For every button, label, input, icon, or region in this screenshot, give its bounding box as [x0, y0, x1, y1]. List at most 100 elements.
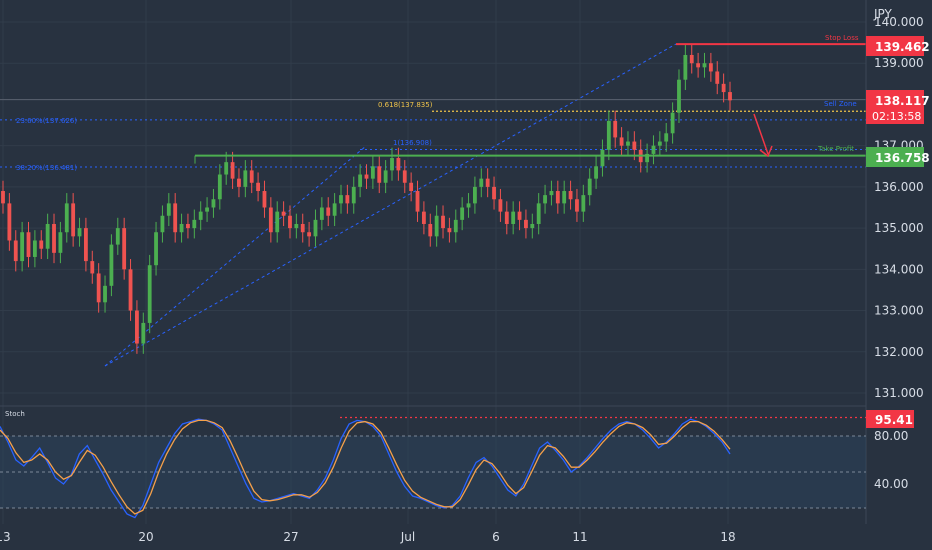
candle-body	[205, 207, 209, 212]
candle-body	[109, 244, 114, 286]
candle-body	[147, 265, 152, 323]
stoch-value-tag-text: 95.41	[875, 413, 913, 427]
candle-body	[645, 153, 650, 163]
candle-body	[179, 223, 184, 233]
stoch-y-tick: 40.00	[874, 477, 908, 491]
candle-body	[530, 223, 535, 229]
candle-body	[332, 203, 337, 216]
stochastic-pane: 40.00 80.00	[0, 416, 908, 519]
candle-body	[71, 203, 76, 237]
candle-body	[632, 141, 637, 150]
candle-body	[555, 191, 560, 204]
current-price-tag	[866, 90, 924, 124]
x-tick-label: 11	[572, 530, 587, 544]
price-axis[interactable]: 131.000 132.000 133.000 134.000 135.000 136.0…	[874, 15, 924, 400]
candle-body	[549, 191, 554, 196]
candle-body	[154, 232, 158, 266]
candle-body	[166, 203, 171, 216]
candle-body	[211, 199, 216, 208]
candle-body	[281, 211, 286, 216]
grid	[0, 0, 866, 524]
candle-body	[294, 223, 299, 229]
candle-body	[472, 186, 477, 204]
candle-body	[581, 195, 586, 212]
candle-body	[409, 182, 414, 192]
candle-body	[307, 232, 312, 237]
trend-diagonal-upper	[104, 43, 677, 367]
candle-body	[339, 195, 343, 204]
candle-body	[600, 149, 605, 167]
candle-body	[275, 211, 280, 233]
candle-body	[26, 232, 31, 257]
y-tick-label: 131.000	[874, 386, 924, 400]
sell-arrow-head	[759, 145, 773, 158]
candle-body	[64, 203, 69, 233]
candle-body	[721, 83, 726, 93]
y-tick-label: 139.000	[874, 56, 924, 70]
take-profit-label: Take Profit	[817, 145, 854, 153]
stop-loss-tag-text: 139.462	[875, 40, 930, 54]
candle-body	[683, 54, 688, 80]
candle-body	[657, 141, 662, 146]
fib-382-label: 38.20%(136.481)	[16, 164, 77, 172]
candle-body	[52, 223, 56, 253]
candle-body	[313, 219, 318, 237]
candle-body	[1, 191, 5, 204]
candle-body	[243, 170, 248, 187]
candle-body	[568, 191, 573, 200]
y-tick-label: 134.000	[874, 262, 924, 276]
candle-body	[262, 191, 267, 208]
sell-zone-label: Sell Zone	[824, 100, 857, 108]
candle-body	[32, 240, 37, 257]
candle-body	[370, 166, 375, 179]
candle-body	[677, 79, 681, 113]
candle-body	[594, 166, 598, 179]
fibonacci-levels	[0, 43, 866, 367]
candle-body	[237, 178, 241, 187]
candle-body	[651, 145, 656, 154]
y-tick-label: 135.000	[874, 221, 924, 235]
candle-body	[288, 215, 292, 229]
y-tick-label: 133.000	[874, 304, 924, 318]
fib-236-label: 23.60%(137.626)	[16, 117, 77, 125]
candle-body	[562, 191, 567, 204]
candle-body	[498, 199, 503, 212]
candle-body	[428, 223, 433, 237]
candle-body	[460, 207, 465, 220]
candle-body	[402, 170, 407, 183]
x-tick-label: Jul	[400, 530, 415, 544]
candle-body	[453, 219, 458, 233]
take-profit-tag	[866, 147, 924, 167]
y-tick-label: 140.000	[874, 15, 924, 29]
candle-body	[421, 211, 426, 224]
candle-body	[192, 219, 197, 229]
x-tick-label: 13	[0, 530, 11, 544]
candle-body	[319, 207, 324, 220]
candle-body	[20, 232, 25, 262]
candle-body	[613, 120, 618, 138]
x-tick-label: 6	[492, 530, 500, 544]
candle-body	[90, 261, 95, 274]
candle-body	[122, 228, 127, 270]
candlestick-series	[1, 44, 732, 354]
candle-body	[689, 54, 694, 64]
candle-body	[256, 182, 261, 192]
candle-body	[128, 269, 133, 311]
candle-body	[83, 228, 88, 262]
stoch-value-tag	[866, 410, 914, 428]
time-axis[interactable]: 13 20 27 Jul 6 11 18	[0, 530, 736, 544]
countdown-text: 02:13:58	[872, 110, 921, 123]
candle-body	[268, 207, 273, 233]
candle-body	[186, 223, 190, 229]
take-profit-tag-text: 136.758	[875, 151, 930, 165]
candle-body	[326, 207, 331, 216]
candle-body	[396, 158, 401, 171]
candle-body	[670, 112, 675, 134]
fib-1-label: 1(136.908)	[393, 139, 432, 147]
stoch-series-line	[0, 419, 731, 515]
candle-body	[441, 215, 445, 229]
candle-body	[45, 223, 50, 249]
